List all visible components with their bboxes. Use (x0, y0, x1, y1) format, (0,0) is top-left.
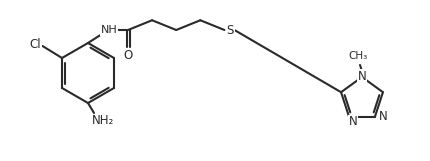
Text: O: O (123, 48, 132, 62)
Text: Cl: Cl (30, 38, 41, 51)
Text: N: N (378, 110, 387, 123)
Text: NH₂: NH₂ (92, 114, 114, 128)
Text: S: S (227, 24, 234, 37)
Text: N: N (358, 70, 366, 82)
Text: N: N (349, 115, 357, 128)
Text: NH: NH (101, 25, 117, 35)
Text: CH₃: CH₃ (348, 51, 368, 61)
